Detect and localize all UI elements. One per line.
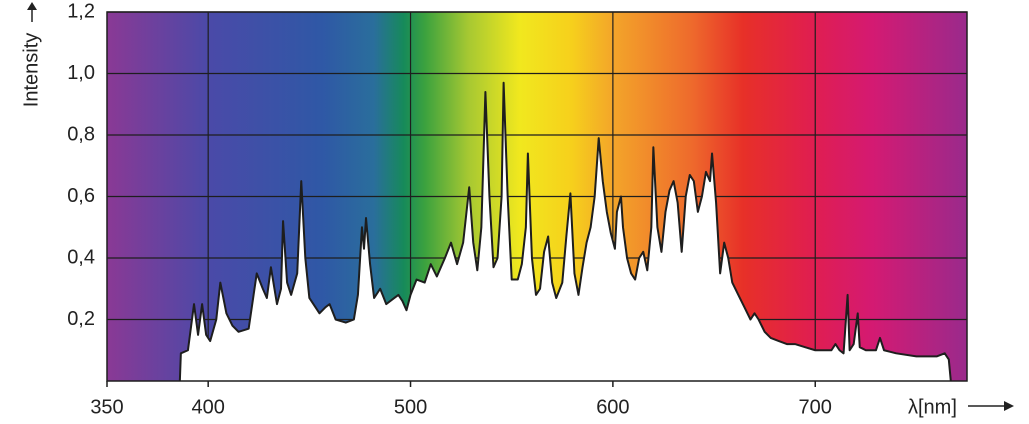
- plot-area: [178, 81, 952, 382]
- y-axis-label: Intensity: [20, 33, 42, 107]
- x-tick-label: 400: [191, 396, 224, 418]
- y-tick-label: 0,8: [67, 123, 95, 145]
- y-tick-label: 0,2: [67, 308, 95, 330]
- spectrum-line: [178, 81, 952, 382]
- plot-frame: [106, 11, 968, 382]
- x-tick-label: 500: [394, 396, 427, 418]
- x-tick-label: 600: [596, 396, 629, 418]
- x-tick-label: 350: [90, 396, 123, 418]
- y-axis-arrowhead: [27, 2, 37, 10]
- y-tick-label: 0,6: [67, 185, 95, 207]
- y-tick-label: 1,2: [67, 0, 95, 22]
- x-axis-arrowhead: [1004, 401, 1014, 411]
- y-tick-label: 1,0: [67, 62, 95, 84]
- area-fill: [179, 82, 951, 381]
- x-tick-label: 700: [799, 396, 832, 418]
- x-axis-label: λ[nm]: [908, 396, 957, 418]
- y-tick-label: 0,4: [67, 246, 95, 268]
